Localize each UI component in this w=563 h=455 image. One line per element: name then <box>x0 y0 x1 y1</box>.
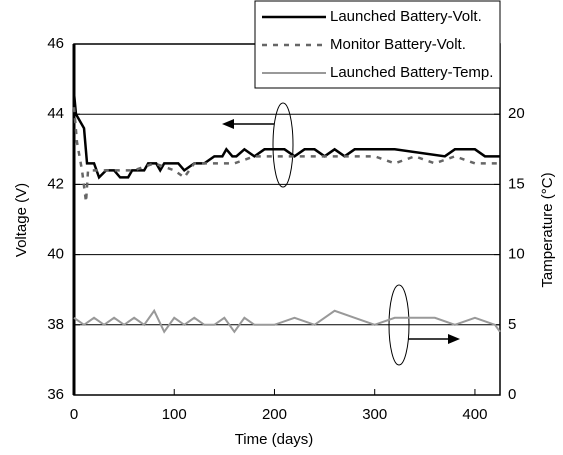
y2-tick-label: 0 <box>508 386 516 403</box>
y-tick-label: 40 <box>47 246 64 263</box>
y2-tick-label: 5 <box>508 316 516 333</box>
y-tick-label: 36 <box>47 386 64 403</box>
series-line <box>73 308 501 334</box>
plot-frame <box>73 43 501 396</box>
series-line <box>72 93 500 180</box>
legend: Launched Battery-Volt. Monitor Battery-Vo… <box>254 0 501 89</box>
x-tick-label: 0 <box>70 406 78 423</box>
y2-tick-label: 15 <box>508 175 525 192</box>
x-axis-label: Time (days) <box>235 431 314 448</box>
annotation-ellipse <box>272 102 294 188</box>
y-axis-label: Voltage (V) <box>13 183 30 257</box>
y2-axis-label: Tamperature (°C) <box>539 172 556 287</box>
y2-tick-label: 20 <box>508 105 525 122</box>
y-tick-label: 44 <box>47 105 64 122</box>
y-tick-label: 42 <box>47 175 64 192</box>
legend-label: Launched Battery-Temp. <box>330 64 493 81</box>
y-tick-label: 46 <box>47 35 64 52</box>
x-tick-label: 100 <box>162 406 187 423</box>
y2-tick-label: 10 <box>508 246 525 263</box>
series-line <box>72 107 500 203</box>
x-tick-label: 300 <box>362 406 387 423</box>
arrow-head <box>448 334 460 344</box>
x-tick-label: 400 <box>462 406 487 423</box>
legend-label: Monitor Battery-Volt. <box>330 36 466 53</box>
y-tick-label: 38 <box>47 316 64 333</box>
arrow-head <box>222 119 234 129</box>
x-tick-label: 200 <box>262 406 287 423</box>
legend-label: Launched Battery-Volt. <box>330 8 482 25</box>
